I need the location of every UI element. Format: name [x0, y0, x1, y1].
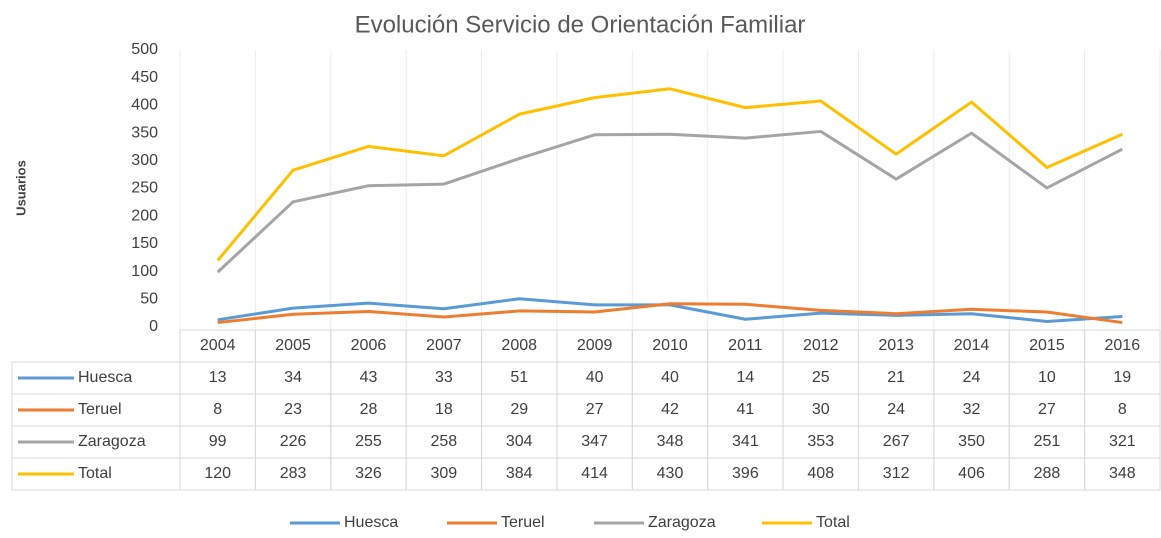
y-tick-label: 300: [131, 152, 158, 169]
table-value: 348: [1109, 465, 1136, 482]
table-row-label: Zaragoza: [78, 433, 146, 450]
table-value: 28: [360, 401, 378, 418]
series-line: [217, 302, 1123, 325]
y-tick-label: 0: [149, 318, 158, 335]
x-tick-label: 2014: [954, 337, 990, 354]
legend-label: Huesca: [344, 514, 398, 531]
table-value: 283: [280, 465, 307, 482]
table-value: 8: [213, 401, 222, 418]
x-tick-label: 2009: [577, 337, 613, 354]
table-value: 414: [581, 465, 608, 482]
x-tick-label: 2005: [275, 337, 311, 354]
table-value: 23: [284, 401, 302, 418]
table-value: 120: [204, 465, 231, 482]
table-value: 406: [958, 465, 985, 482]
table-row-label: Total: [78, 465, 112, 482]
y-tick-label: 350: [131, 124, 158, 141]
table-value: 25: [812, 369, 830, 386]
table-value: 43: [360, 369, 378, 386]
table-value: 255: [355, 433, 382, 450]
x-tick-label: 2010: [652, 337, 688, 354]
y-tick-label: 100: [131, 263, 158, 280]
table-value: 353: [807, 433, 834, 450]
legend-label: Teruel: [501, 514, 545, 531]
table-value: 18: [435, 401, 453, 418]
legend-label: Total: [816, 514, 850, 531]
table-value: 33: [435, 369, 453, 386]
table-value: 321: [1109, 433, 1136, 450]
table-value: 51: [510, 369, 528, 386]
y-tick-label: 250: [131, 180, 158, 197]
table-value: 41: [736, 401, 754, 418]
table-value: 384: [506, 465, 533, 482]
table-value: 396: [732, 465, 759, 482]
table-value: 326: [355, 465, 382, 482]
table-cell: [1084, 457, 1161, 491]
x-tick-label: 2006: [351, 337, 387, 354]
table-value: 42: [661, 401, 679, 418]
table-value: 24: [887, 401, 905, 418]
table-row-label: Teruel: [78, 401, 122, 418]
y-tick-label: 500: [131, 41, 158, 58]
table-value: 430: [657, 465, 684, 482]
table-value: 348: [657, 433, 684, 450]
y-tick-label: 50: [140, 291, 158, 308]
table-value: 288: [1034, 465, 1061, 482]
x-tick-label: 2012: [803, 337, 839, 354]
x-tick-label: 2007: [426, 337, 462, 354]
table-value: 40: [661, 369, 679, 386]
table-value: 14: [736, 369, 754, 386]
table-value: 99: [209, 433, 227, 450]
table-value: 24: [963, 369, 981, 386]
x-tick-label: 2011: [728, 337, 763, 354]
table-value: 312: [883, 465, 910, 482]
table-value: 350: [958, 433, 985, 450]
table-value: 32: [963, 401, 981, 418]
table-value: 27: [586, 401, 604, 418]
x-tick-label: 2016: [1105, 337, 1141, 354]
table-value: 30: [812, 401, 830, 418]
x-tick-label: 2013: [878, 337, 914, 354]
x-tick-label: 2004: [200, 337, 236, 354]
table-value: 408: [807, 465, 834, 482]
table-value: 34: [284, 369, 302, 386]
table-value: 304: [506, 433, 533, 450]
table-value: 341: [732, 433, 759, 450]
legend-label: Zaragoza: [648, 514, 716, 531]
table-value: 27: [1038, 401, 1056, 418]
y-axis-label: Usuarios: [13, 160, 28, 216]
table-value: 10: [1038, 369, 1056, 386]
table-value: 251: [1034, 433, 1061, 450]
y-tick-label: 400: [131, 97, 158, 114]
x-tick-label: 2008: [501, 337, 537, 354]
series-line: [216, 129, 1123, 274]
y-tick-label: 150: [131, 235, 158, 252]
x-tick-label: 2015: [1029, 337, 1065, 354]
chart-title: Evolución Servicio de Orientación Famili…: [355, 11, 806, 38]
table-value: 21: [887, 369, 905, 386]
table-value: 19: [1113, 369, 1131, 386]
table-row-label: Huesca: [78, 369, 132, 386]
table-value: 226: [280, 433, 307, 450]
y-tick-label: 450: [131, 69, 158, 86]
table-value: 309: [430, 465, 457, 482]
table-value: 267: [883, 433, 910, 450]
table-value: 29: [510, 401, 528, 418]
series-line: [216, 87, 1123, 262]
y-tick-label: 200: [131, 207, 158, 224]
table-value: 40: [586, 369, 604, 386]
table-value: 8: [1118, 401, 1127, 418]
table-value: 13: [209, 369, 227, 386]
table-value: 258: [430, 433, 457, 450]
table-value: 347: [581, 433, 608, 450]
